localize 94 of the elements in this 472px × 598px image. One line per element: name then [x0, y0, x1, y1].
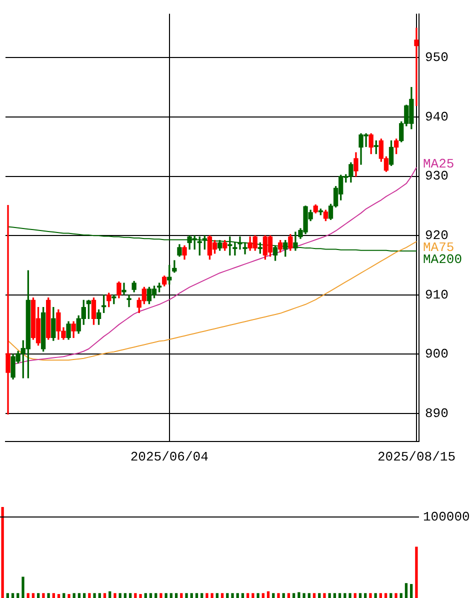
bar — [226, 593, 229, 598]
bar — [22, 576, 24, 598]
y-tick-label: 890 — [425, 406, 448, 421]
bar — [298, 592, 300, 598]
bar — [216, 593, 218, 598]
bar — [200, 593, 204, 598]
bar — [195, 593, 198, 598]
bar — [108, 591, 112, 598]
bar — [210, 593, 214, 598]
bar — [170, 593, 173, 598]
bar — [282, 593, 285, 598]
bar — [1, 507, 4, 598]
bar — [128, 593, 132, 598]
bar — [404, 583, 408, 598]
bar — [390, 593, 392, 598]
y-tick-label: 910 — [425, 287, 448, 302]
y-tick-label: 940 — [425, 109, 448, 124]
candlestick — [126, 294, 132, 308]
bar — [180, 593, 183, 598]
bar — [400, 593, 402, 598]
bar — [394, 593, 398, 598]
candlestick — [122, 282, 126, 296]
candlestick — [414, 28, 419, 106]
bar — [364, 593, 367, 598]
bar — [164, 593, 168, 598]
bar — [149, 593, 152, 598]
bar — [277, 593, 280, 598]
candlestick — [6, 205, 10, 414]
bar — [410, 584, 413, 598]
bar — [88, 593, 91, 598]
bar — [26, 593, 30, 598]
bar — [302, 593, 306, 598]
bar — [42, 593, 45, 598]
bar — [103, 593, 106, 598]
bar — [57, 594, 60, 598]
bar — [323, 593, 326, 598]
bar — [78, 593, 81, 598]
y-tick-label: 900 — [425, 346, 448, 362]
bar — [246, 593, 250, 598]
bar — [124, 593, 127, 598]
bar — [134, 593, 137, 598]
bar — [82, 593, 86, 598]
bar — [72, 593, 76, 598]
bar — [190, 593, 193, 598]
bar — [47, 593, 50, 598]
bar — [68, 594, 70, 598]
bar — [154, 593, 158, 598]
bar — [354, 593, 356, 598]
bar — [308, 593, 310, 598]
bar — [174, 593, 178, 598]
bar — [16, 593, 20, 598]
bar — [236, 593, 239, 598]
bar — [98, 593, 101, 598]
bar — [160, 593, 162, 598]
bar — [118, 593, 122, 598]
bar — [256, 593, 260, 598]
bar — [144, 593, 147, 598]
bar — [348, 593, 352, 598]
bar — [241, 593, 244, 598]
bar — [93, 593, 96, 598]
bar — [185, 593, 188, 598]
bar — [266, 591, 270, 598]
bar — [139, 594, 142, 598]
bar — [272, 593, 275, 598]
bar — [262, 593, 264, 598]
bar — [32, 593, 35, 598]
bar — [374, 593, 377, 598]
y-tick-label: 950 — [425, 50, 448, 66]
bar — [287, 593, 290, 598]
bar — [415, 546, 418, 598]
bar — [206, 593, 208, 598]
bar — [312, 593, 316, 598]
bar — [333, 593, 336, 598]
bar — [36, 593, 40, 598]
x-tick-label: 2025/08/15 — [377, 450, 456, 465]
bar — [11, 593, 14, 598]
bar — [369, 593, 372, 598]
bar — [338, 593, 342, 598]
bar — [292, 593, 296, 598]
bar — [52, 593, 55, 598]
bar — [379, 593, 382, 598]
bar — [328, 593, 331, 598]
bar — [114, 593, 116, 598]
bar — [358, 593, 362, 598]
bar — [384, 593, 388, 598]
bar — [62, 593, 66, 598]
text: 100000 — [423, 509, 470, 524]
bar — [344, 593, 346, 598]
bar — [252, 593, 254, 598]
x-tick-label: 2025/06/04 — [130, 450, 209, 465]
bar — [231, 593, 234, 598]
bar — [318, 593, 321, 598]
bar — [6, 593, 9, 598]
bar — [220, 593, 224, 598]
